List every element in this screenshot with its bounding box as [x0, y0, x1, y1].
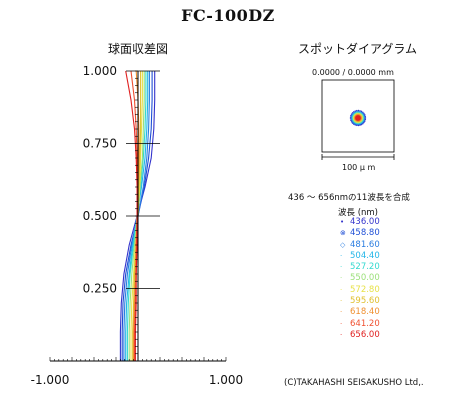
y-tick-label: 0.750 — [83, 137, 117, 151]
legend-item-572.80: · 572.80 — [340, 285, 380, 296]
y-tick-label: 0.500 — [83, 209, 117, 223]
legend-label: 550.00 — [350, 273, 380, 284]
legend-marker-icon: ⊗ — [340, 229, 346, 238]
x-tick-label: -1.000 — [31, 373, 70, 387]
spot-scale-label: 100 μ m — [342, 163, 376, 172]
legend-item-618.40: · 618.40 — [340, 307, 380, 318]
legend-label: 656.00 — [350, 329, 380, 340]
legend-item-504.40: · 504.40 — [340, 251, 380, 262]
legend-item-656.00: · 656.00 — [340, 330, 380, 341]
wavelength-legend-header: 波長 (nm) — [338, 208, 379, 218]
wavelength-range-text: 436 ～ 656nmの11波長を合成 — [288, 193, 410, 203]
legend-item-595.60: · 595.60 — [340, 296, 380, 307]
legend-marker-icon: · — [340, 297, 343, 306]
copyright-text: (C)TAKAHASHI SEISAKUSHO Ltd,. — [284, 378, 424, 388]
legend-label: 527.20 — [350, 262, 380, 273]
y-tick-label: 0.250 — [83, 282, 117, 296]
legend-label: 481.60 — [350, 239, 380, 250]
y-tick-label: 1.000 — [83, 64, 117, 78]
legend-label: 618.40 — [350, 307, 380, 318]
spot-diagram-title: スポットダイアグラム — [298, 42, 418, 56]
legend-item-527.20: · 527.20 — [340, 262, 380, 273]
legend-marker-icon: · — [340, 251, 343, 260]
legend-marker-icon: • — [340, 218, 345, 226]
legend-item-436.00: • 436.00 — [340, 217, 380, 228]
spot-coordinate-readout: 0.0000 / 0.0000 mm — [312, 68, 394, 77]
wavelength-legend: • 436.00 ⊗ 458.80 ◇ 481.60 · 504.40 · 527.20 · 550.… — [340, 217, 380, 341]
legend-item-458.80: ⊗ 458.80 — [340, 228, 380, 239]
legend-label: 572.80 — [350, 284, 380, 295]
legend-marker-icon: · — [340, 274, 343, 283]
legend-label: 595.60 — [350, 296, 380, 307]
legend-marker-icon: · — [340, 319, 343, 328]
legend-marker-icon: · — [340, 285, 343, 294]
legend-label: 504.40 — [350, 250, 380, 261]
legend-marker-icon: ◇ — [340, 240, 346, 249]
legend-item-641.20: · 641.20 — [340, 319, 380, 330]
chart-title: FC-100DZ — [181, 6, 275, 25]
spot-center-point — [355, 115, 361, 121]
legend-label: 436.00 — [350, 217, 380, 227]
legend-label: 458.80 — [350, 228, 380, 239]
legend-marker-icon: · — [340, 308, 343, 317]
x-tick-label: 1.000 — [209, 373, 243, 387]
legend-label: 641.20 — [350, 318, 380, 329]
legend-item-481.60: ◇ 481.60 — [340, 240, 380, 251]
spherical-aberration-title: 球面収差図 — [108, 42, 169, 56]
legend-marker-icon: · — [340, 263, 343, 272]
legend-marker-icon: · — [340, 330, 343, 339]
legend-item-550.00: · 550.00 — [340, 273, 380, 284]
